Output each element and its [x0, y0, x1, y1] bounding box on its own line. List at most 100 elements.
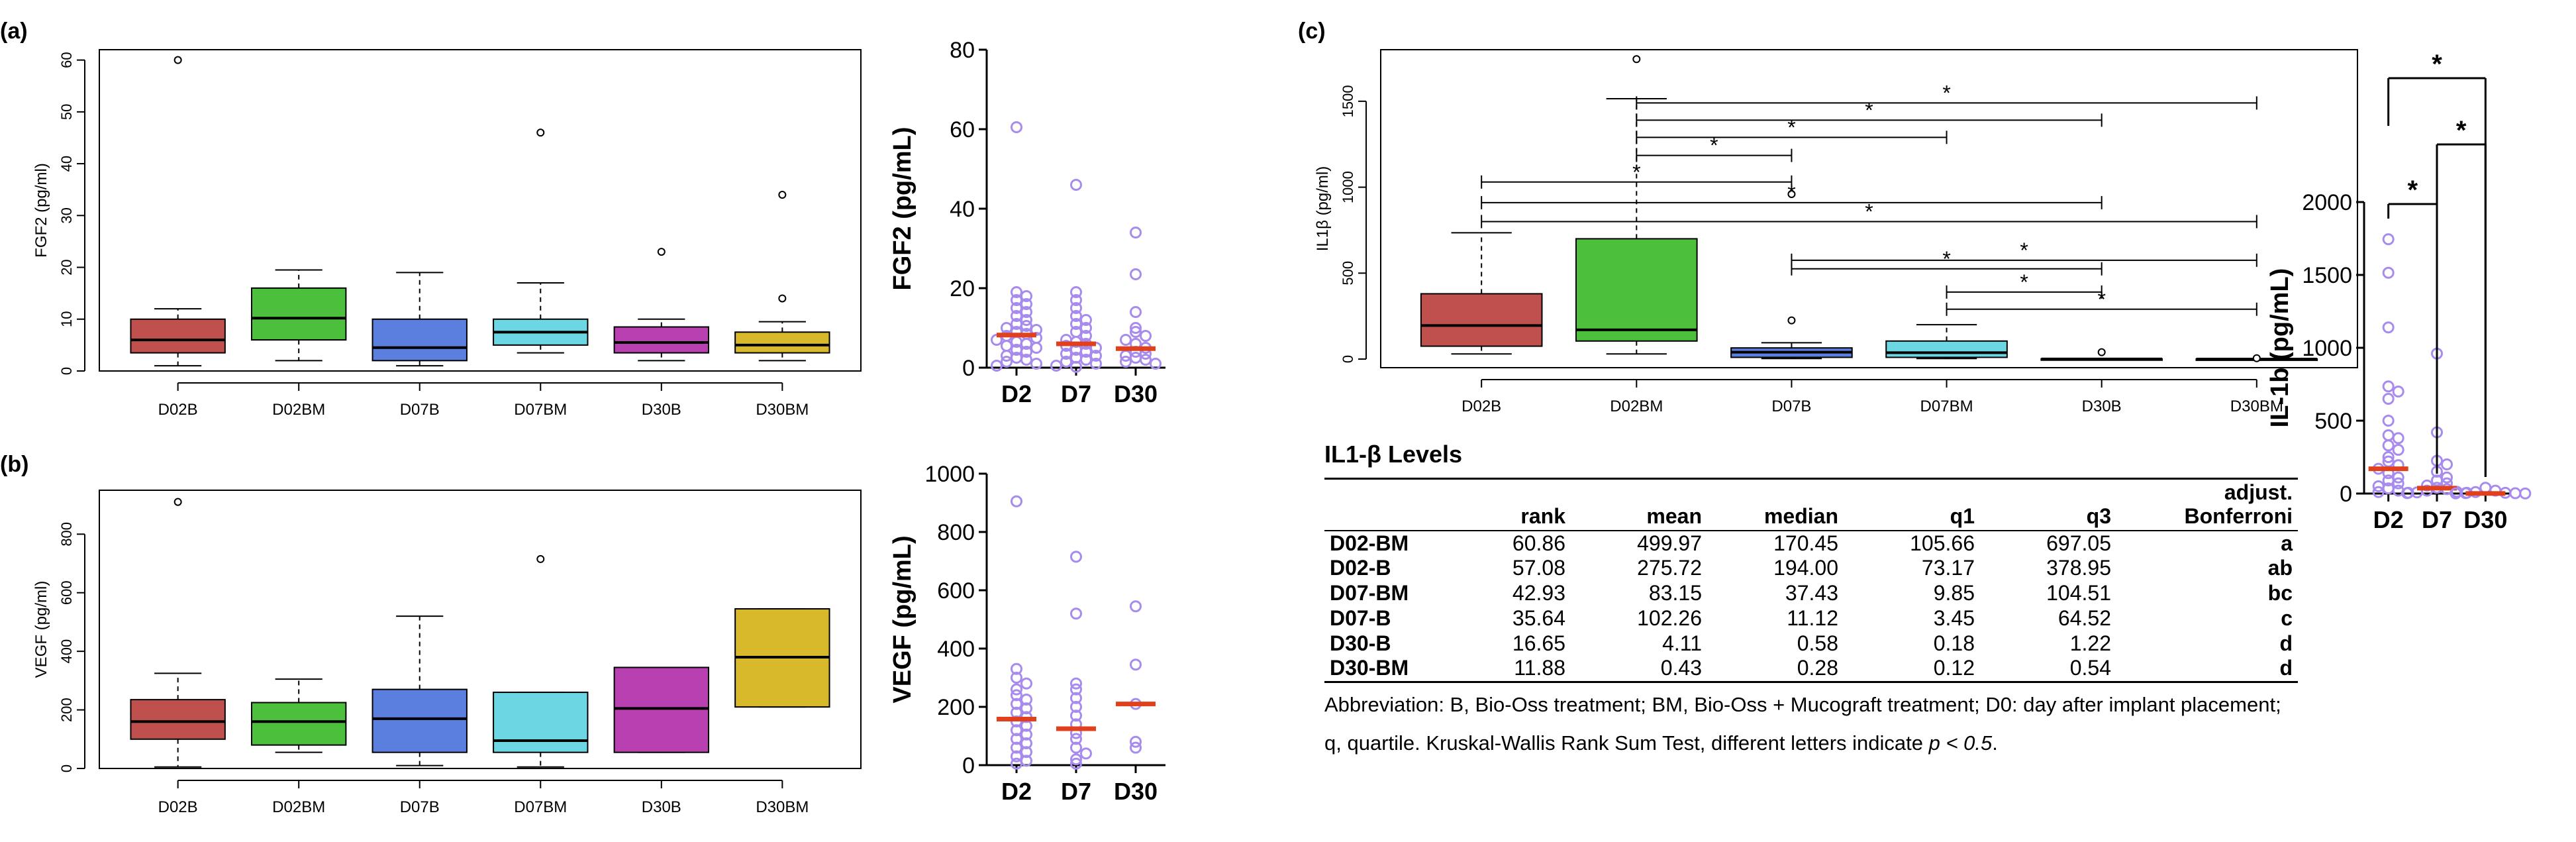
data-point [1011, 310, 1022, 322]
table-header-cell: rank [1520, 503, 1565, 528]
table-cell: bc [2267, 581, 2293, 605]
table-cell: 0.58 [1797, 631, 1838, 655]
data-point [1070, 733, 1082, 745]
y-axis-title: VEGF (pg/ml) [32, 581, 50, 678]
significance-star: * [1865, 199, 1873, 223]
data-point [1130, 268, 1142, 280]
data-point [2382, 415, 2395, 427]
outlier-point [1632, 55, 1641, 64]
data-point [1030, 342, 1042, 354]
x-tick-label: D07B [400, 798, 440, 816]
il1b-table-block: IL1-β Levels rank mean median q1 q3 adju… [1324, 441, 2311, 763]
y-tick-label: 40 [950, 197, 975, 222]
plot-frame [99, 49, 862, 372]
data-point [2509, 487, 2522, 500]
data-point [1011, 672, 1022, 684]
x-tick-label: D2 [1001, 778, 1032, 805]
table-cell: 11.88 [1514, 656, 1565, 680]
table-cell: D07-B [1330, 605, 1391, 630]
data-point [1020, 728, 1032, 741]
table-cell: 378.95 [2046, 556, 2111, 580]
box-d07b [372, 688, 468, 753]
y-tick-label: 200 [937, 695, 975, 720]
box-d02bm [251, 702, 347, 746]
footnote-text: Abbreviation: B, Bio-Oss treatment; BM, … [1324, 693, 2281, 755]
data-point [2372, 486, 2385, 498]
table-row: D07-BM 42.93 83.15 37.43 9.85 104.51 bc [1324, 581, 2298, 606]
box-d30bm [734, 331, 830, 354]
table-row: D30-B 16.65 4.11 0.58 0.18 1.22 d [1324, 631, 2298, 657]
table-cell: 16.65 [1512, 631, 1565, 655]
table-cell: 102.26 [1637, 605, 1702, 630]
box-d02bm [251, 287, 347, 341]
data-point [1020, 346, 1032, 358]
data-point [1020, 737, 1032, 749]
data-point [1080, 314, 1092, 326]
data-point [2392, 386, 2404, 397]
panel-label: (a) [0, 19, 28, 44]
outlier-point [2252, 354, 2261, 362]
y-tick-label: 1000 [924, 462, 975, 487]
data-point [1140, 330, 1152, 342]
data-point [1070, 294, 1082, 306]
data-point [1090, 358, 1102, 370]
data-point [1011, 302, 1022, 314]
x-tick-label: D7 [1061, 380, 1091, 407]
data-point [1011, 724, 1022, 737]
table-cell: 104.51 [2046, 581, 2111, 605]
box-d07bm [1885, 340, 2008, 358]
table-cell: 0.18 [1933, 631, 1975, 655]
table-cell: 105.66 [1910, 531, 1975, 555]
table-cell: 9.85 [1933, 581, 1975, 605]
data-point [1080, 354, 1092, 366]
significance-star: * [1632, 160, 1640, 184]
data-point [2401, 487, 2413, 500]
data-point [2382, 233, 2395, 246]
y-tick-label: 80 [950, 38, 975, 63]
data-point [1130, 326, 1142, 338]
data-point [1060, 356, 1072, 368]
table-cell: D30-BM [1330, 656, 1409, 680]
y-tick-label: 400 [937, 637, 975, 662]
data-point [1011, 689, 1022, 702]
table-cell: 499.97 [1637, 531, 1702, 555]
data-point [1070, 677, 1082, 690]
table-cell: D07-BM [1330, 581, 1409, 605]
table-cell: 60.86 [1512, 531, 1565, 555]
data-point [2382, 429, 2395, 441]
outlier-point [778, 191, 787, 199]
data-point [1011, 757, 1022, 770]
y-tick-label: 20 [58, 259, 75, 275]
x-tick-label: D02BM [272, 401, 325, 419]
table-row: D07-B 35.64 102.26 11.12 3.45 64.52 c [1324, 606, 2298, 631]
data-point [1090, 350, 1102, 362]
data-point [991, 360, 1003, 372]
table-cell: 3.45 [1933, 605, 1975, 630]
data-point [2392, 444, 2404, 456]
table-cell: 275.72 [1637, 556, 1702, 580]
data-point [1030, 358, 1042, 370]
data-point [1020, 702, 1032, 715]
data-point [1020, 746, 1032, 759]
box-d02bm [1575, 238, 1698, 342]
y-axis-title: FGF2 (pg/mL) [889, 127, 916, 291]
data-point [1070, 360, 1082, 373]
data-point [1070, 710, 1082, 722]
data-point [1020, 306, 1032, 318]
data-point [1120, 356, 1132, 368]
data-point [1080, 747, 1092, 760]
data-point [2382, 321, 2395, 334]
data-point [1070, 551, 1082, 563]
data-point [1020, 320, 1032, 332]
data-point [1130, 600, 1142, 613]
y-tick-label: 600 [937, 578, 975, 604]
x-tick-label: D02BM [272, 798, 325, 816]
data-point [1130, 322, 1142, 334]
data-point [1011, 741, 1022, 754]
dotplot-panel: 0 200 400 600 800 1000 VEGF (pg/mL) D2 D7 D30 [889, 462, 1165, 805]
table-header-cell: median [1763, 503, 1838, 528]
data-point [1011, 121, 1022, 133]
table-header-cell: adjust. Bonferroni [2184, 480, 2293, 528]
table-cell: 57.08 [1512, 556, 1565, 580]
